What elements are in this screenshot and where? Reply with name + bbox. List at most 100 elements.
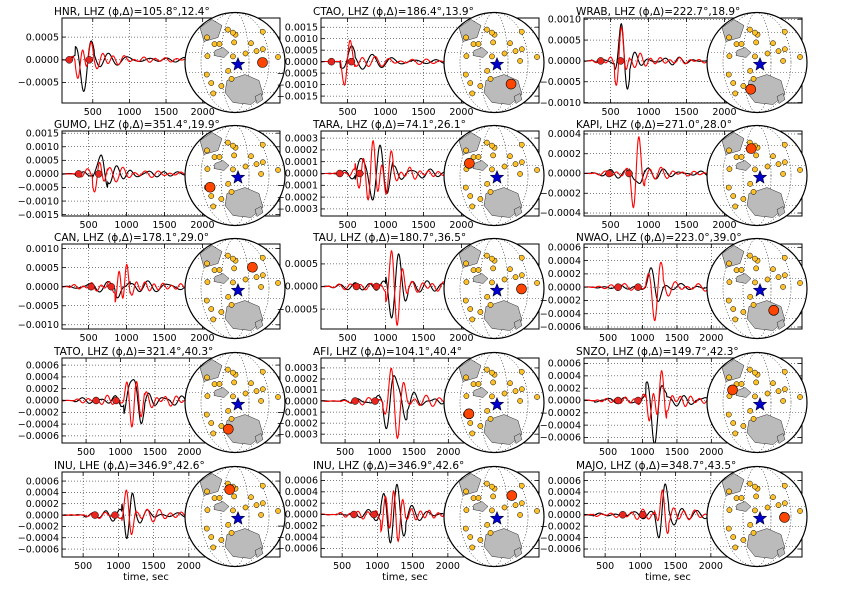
panel-title: INU, LHE (ϕ,Δ)=346.9°,42.6° (54, 460, 205, 472)
station-marker (216, 41, 223, 47)
station-marker (467, 80, 474, 86)
station-marker (204, 507, 211, 513)
panel-6: −0.0004 −0.0002 0.0000 0.0002 0.0004 500 1000 1… (540, 119, 808, 231)
event-star-icon (230, 510, 246, 525)
y-tick-label: 0.0006 (285, 476, 318, 487)
panel-title: MAJO, LHZ (ϕ,Δ)=348.7°,43.5° (576, 460, 736, 472)
x-tick-label: 1000 (636, 220, 660, 231)
y-tick-label: −0.0004 (18, 533, 59, 544)
panel-title: HNR, LHZ (ϕ,Δ)=105.8°,12.4° (54, 6, 210, 18)
station-marker (208, 193, 215, 199)
panel-7: −0.0010 −0.0005 0.0000 0.0005 0.0010 500 1000 1… (18, 232, 286, 344)
panel-title: NWAO, LHZ (ϕ,Δ)=223.0°,39.0° (576, 232, 742, 244)
station-marker (487, 415, 494, 422)
station-marker (782, 500, 788, 507)
station-marker (477, 537, 484, 543)
current-station-marker (745, 143, 757, 154)
station-marker (489, 255, 495, 262)
window-start-marker (352, 282, 361, 291)
x-tick-label: 1000 (373, 107, 397, 118)
station-marker (534, 394, 540, 400)
y-tick-label: 0.0002 (285, 498, 318, 509)
x-tick-label: 1500 (411, 333, 435, 344)
station-marker (204, 374, 210, 381)
window-start-marker (87, 282, 95, 291)
station-marker (738, 41, 745, 47)
x-tick-label: 1500 (664, 561, 688, 572)
y-tick-label: 0.0000 (285, 282, 318, 293)
y-tick-label: −0.0001 (277, 407, 318, 418)
station-marker (730, 534, 737, 540)
y-tick-label: 0.0004 (548, 371, 581, 382)
station-marker (218, 309, 225, 315)
globe-inset (706, 237, 808, 340)
station-marker (770, 494, 776, 501)
station-marker (750, 301, 757, 308)
window-end-marker (371, 397, 379, 405)
station-marker (489, 279, 495, 286)
station-marker (204, 34, 210, 41)
station-marker (210, 430, 217, 437)
station-marker (462, 71, 469, 78)
station-marker (534, 280, 540, 286)
station-marker (484, 180, 491, 187)
station-marker (218, 83, 225, 89)
station-marker (730, 193, 737, 199)
station-marker (463, 260, 469, 267)
event-star-icon (489, 56, 505, 71)
globe-inset (184, 124, 286, 227)
station-marker (512, 388, 519, 394)
station-marker (203, 71, 210, 78)
y-tick-label: −0.0005 (277, 68, 318, 79)
station-marker (260, 159, 266, 166)
station-marker (469, 544, 476, 551)
station-marker (740, 196, 747, 202)
x-tick-label: 2000 (177, 447, 201, 458)
station-marker (752, 279, 758, 286)
y-tick-label: −0.0010 (18, 320, 59, 331)
y-tick-label: −0.0004 (540, 533, 581, 544)
event-star-icon (752, 396, 768, 411)
station-marker (489, 166, 495, 173)
station-marker (470, 381, 477, 387)
station-marker (747, 480, 753, 487)
synthetic-trace (584, 489, 731, 535)
panel-title: KAPI, LHZ (ϕ,Δ)=271.0°,28.0° (576, 119, 732, 131)
station-marker (463, 34, 469, 41)
station-marker (747, 293, 754, 300)
x-tick-label: 1500 (411, 107, 435, 118)
globe-inset (443, 351, 545, 454)
panel-14: −0.0006−0.0004−0.00020.00000.00020.00040… (277, 460, 545, 583)
x-tick-label: 1000 (114, 333, 138, 344)
x-tick-label: 2000 (699, 447, 723, 458)
station-marker (275, 508, 281, 514)
station-marker (725, 297, 732, 304)
y-tick-label: −0.0003 (277, 204, 318, 215)
station-marker (782, 46, 788, 53)
window-start-marker (596, 57, 605, 65)
x-tick-label: 500 (74, 561, 92, 572)
station-marker (487, 529, 494, 536)
window-end-marker (111, 511, 119, 519)
y-tick-label: 0.0002 (548, 149, 581, 160)
x-tick-label: 500 (79, 220, 97, 231)
station-marker (752, 53, 758, 60)
panel-2: −0.0015−0.0010−0.00050.00000.00050.00100… (277, 6, 545, 118)
station-marker (469, 203, 476, 210)
station-marker (230, 166, 236, 173)
y-tick-label: −0.0002 (540, 188, 581, 199)
station-marker (248, 153, 254, 160)
station-marker (726, 166, 733, 172)
station-marker (469, 316, 476, 323)
window-end-marker (370, 510, 378, 519)
station-marker (467, 534, 474, 540)
station-marker (228, 301, 235, 308)
station-marker (752, 29, 758, 36)
station-marker (775, 161, 782, 167)
x-tick-label: 1000 (630, 447, 654, 458)
y-tick-label: 0.0006 (26, 360, 59, 371)
station-marker (534, 54, 540, 60)
station-marker (740, 423, 747, 429)
station-marker (519, 386, 525, 393)
